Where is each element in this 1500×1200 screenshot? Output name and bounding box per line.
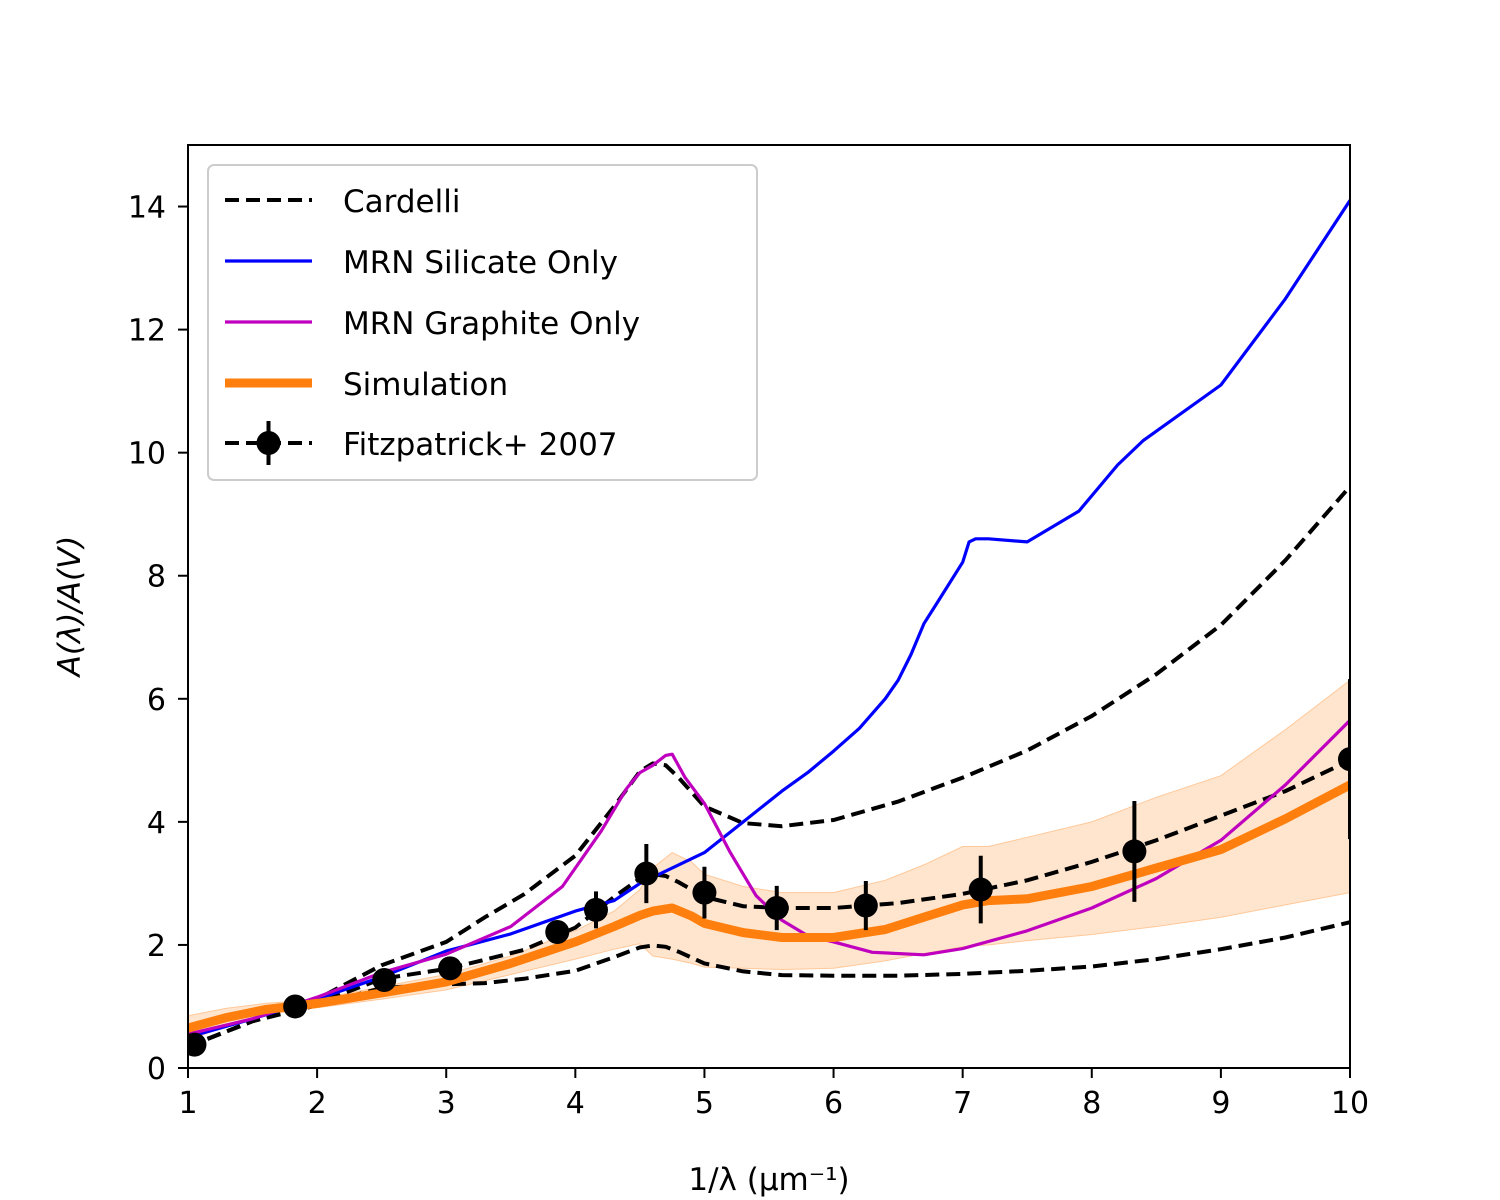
fitzpatrick-point-10 <box>853 880 878 931</box>
legend-label: MRN Silicate Only <box>343 245 618 281</box>
fitzpatrick-point-1 <box>188 1032 207 1057</box>
fitzpatrick-marker <box>438 956 463 981</box>
y-axis-title: A(λ)/A(V) <box>52 536 88 679</box>
fitzpatrick-marker <box>764 896 789 921</box>
fitzpatrick-point-6 <box>583 891 608 929</box>
x-tick-label: 6 <box>824 1086 843 1121</box>
y-tick-label: 10 <box>128 437 166 472</box>
fitzpatrick-point-13 <box>1338 679 1350 840</box>
legend-entry-1: Cardelli <box>225 184 460 220</box>
legend: Cardelli MRN Silicate Only MRN Graphite On… <box>207 164 758 481</box>
cardelli-line-3 <box>188 920 1350 1049</box>
y-tick-label: 2 <box>147 929 166 964</box>
fitzpatrick-marker <box>853 893 878 918</box>
x-tick-label: 3 <box>437 1086 456 1121</box>
fitzpatrick-marker <box>372 968 397 993</box>
legend-entry-3: MRN Graphite Only <box>225 306 640 342</box>
x-tick-label: 8 <box>1082 1086 1101 1121</box>
mrn-silicate-line <box>188 199 1350 1039</box>
fitzpatrick-marker <box>283 994 308 1019</box>
fitzpatrick-marker <box>968 877 993 902</box>
legend-label: Cardelli <box>343 184 460 220</box>
x-tick-label: 5 <box>695 1086 714 1121</box>
fitzpatrick-marker <box>545 920 570 945</box>
legend-label: MRN Graphite Only <box>343 306 640 342</box>
y-tick-label: 0 <box>147 1052 166 1087</box>
fitzpatrick-marker <box>188 1032 207 1057</box>
fitzpatrick-point-3 <box>372 968 397 993</box>
x-axis-title: 1/λ (μm⁻¹) <box>688 1162 849 1198</box>
legend-box <box>207 164 758 481</box>
fitzpatrick-point-9 <box>764 885 789 931</box>
y-tick-label: 4 <box>147 806 166 841</box>
legend-entry-4: Simulation <box>225 367 508 403</box>
y-tick-label: 12 <box>128 314 166 349</box>
x-tick-label: 1 <box>178 1086 197 1121</box>
y-tick-label: 6 <box>147 683 166 718</box>
x-tick-label: 2 <box>308 1086 327 1121</box>
mrn-graphite-line <box>188 719 1350 1036</box>
fitzpatrick-point-5 <box>545 920 570 945</box>
plot-frame <box>187 144 1351 1069</box>
x-tick-label: 9 <box>1211 1086 1230 1121</box>
fitzpatrick-point-12 <box>1122 800 1147 902</box>
fitzpatrick-point-4 <box>438 956 463 981</box>
legend-entry-2: MRN Silicate Only <box>225 245 618 281</box>
fitzpatrick-point-2 <box>283 994 308 1019</box>
fitzpatrick-point-7 <box>634 844 659 904</box>
fitzpatrick-point-8 <box>692 866 717 919</box>
fitzpatrick-marker <box>583 897 608 922</box>
legend-label: Fitzpatrick+ 2007 <box>343 427 618 463</box>
simulation-line <box>188 780 1350 1033</box>
fitzpatrick-marker <box>1122 839 1147 864</box>
legend-swatch-fitzpatrick-marker <box>256 431 281 455</box>
cardelli-line-1 <box>188 485 1350 1049</box>
legend-entry-5: Fitzpatrick+ 2007 <box>225 421 618 465</box>
fitzpatrick-marker <box>634 861 659 886</box>
y-tick-label: 8 <box>147 560 166 595</box>
x-tick-label: 7 <box>953 1086 972 1121</box>
cardelli-line-2 <box>188 758 1350 1049</box>
x-tick-label: 10 <box>1331 1086 1369 1121</box>
fitzpatrick-marker <box>1338 747 1350 772</box>
y-tick-label: 14 <box>128 191 166 226</box>
fitzpatrick-point-11 <box>968 855 993 924</box>
x-tick-label: 4 <box>566 1086 585 1121</box>
fitzpatrick-marker <box>692 880 717 905</box>
legend-label: Simulation <box>343 367 508 403</box>
